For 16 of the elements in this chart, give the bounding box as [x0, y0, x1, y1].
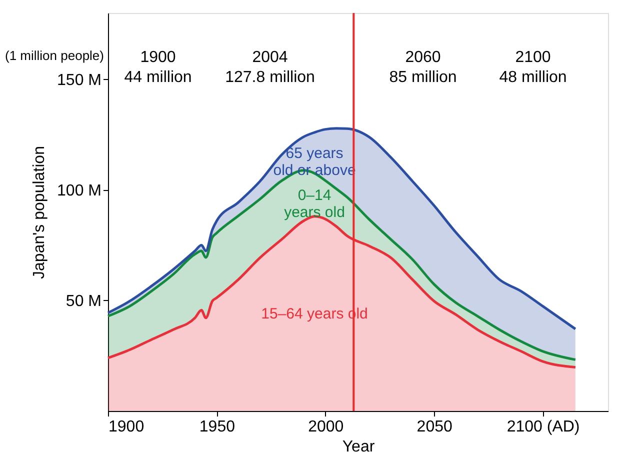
text: (1 million people)	[5, 48, 104, 63]
x-tick-label: 2100 (AD)	[506, 418, 580, 436]
annotation: 1900 44 million	[124, 49, 192, 86]
annotation: 2100 48 million	[499, 49, 567, 86]
y-tick-label: 50 M	[66, 292, 102, 310]
annotation: 2004 127.8 million	[225, 49, 315, 86]
y-tick-label: 100 M	[57, 182, 102, 200]
annotation: 2060 85 million	[389, 49, 457, 86]
series-label: 0–14 years old	[284, 186, 345, 221]
y-tick-label: 150 M	[57, 72, 102, 89]
x-tick-label: 2000	[308, 418, 344, 436]
x-tick-label: 2050	[416, 418, 452, 436]
y-axis-title: Japan's population	[31, 146, 48, 279]
x-axis-title: Year	[342, 438, 376, 456]
x-tick-label: 1900	[108, 418, 144, 436]
x-tick-label: 1950	[199, 418, 236, 436]
